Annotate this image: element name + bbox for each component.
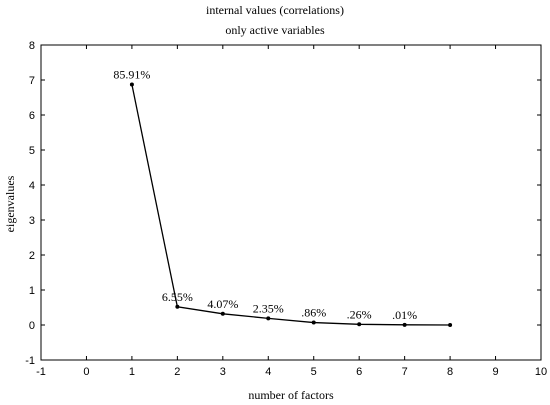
x-axis: -1 0 1 2 3 4 5 6 7 8 9 10 (36, 45, 547, 378)
data-point (357, 322, 362, 327)
x-tick-label: 8 (447, 366, 453, 378)
series-layer: 85.91% 6.55% 4.07% 2.35% .86% .26% .01% (113, 68, 453, 327)
y-tick-label: 7 (29, 75, 35, 87)
x-tick-label: 9 (492, 366, 498, 378)
x-tick-label: 5 (311, 366, 317, 378)
x-tick-label: 10 (535, 366, 547, 378)
y-tick-label: -1 (25, 355, 35, 367)
x-tick-label: 3 (220, 366, 226, 378)
y-tick-label: 4 (29, 180, 35, 192)
y-axis-label: eigenvalues (3, 175, 17, 232)
x-tick-label: 7 (402, 366, 408, 378)
data-label: 6.55% (162, 290, 193, 304)
y-tick-label: 5 (29, 145, 35, 157)
data-point (311, 320, 316, 325)
x-tick-label: 6 (356, 366, 362, 378)
x-tick-label: 4 (265, 366, 271, 378)
x-tick-label: -1 (36, 366, 46, 378)
data-point (220, 311, 225, 316)
data-label: .01% (392, 308, 417, 322)
chart-title: internal values (correlations) (206, 3, 344, 17)
y-tick-label: 6 (29, 110, 35, 122)
y-axis: -1 0 1 2 3 4 5 6 7 8 (25, 40, 541, 367)
plot-frame (40, 44, 542, 361)
data-label: .86% (301, 306, 326, 320)
data-point (266, 316, 271, 321)
y-tick-label: 1 (29, 285, 35, 297)
y-tick-label: 8 (29, 40, 35, 52)
x-tick-label: 1 (129, 366, 135, 378)
data-label: 85.91% (113, 68, 150, 82)
x-axis-label: number of factors (248, 388, 334, 402)
series-line (131, 84, 451, 326)
y-tick-label: 0 (29, 320, 35, 332)
data-label: .26% (347, 307, 372, 321)
data-point (129, 82, 134, 87)
data-point (448, 322, 453, 327)
y-tick-label: 2 (29, 250, 35, 262)
x-tick-label: 0 (83, 366, 89, 378)
data-label: 2.35% (253, 301, 284, 315)
data-point (175, 304, 180, 309)
x-tick-label: 2 (174, 366, 180, 378)
data-point (402, 322, 407, 327)
chart-subtitle: only active variables (225, 23, 325, 37)
y-tick-label: 3 (29, 215, 35, 227)
data-label: 4.07% (207, 297, 238, 311)
